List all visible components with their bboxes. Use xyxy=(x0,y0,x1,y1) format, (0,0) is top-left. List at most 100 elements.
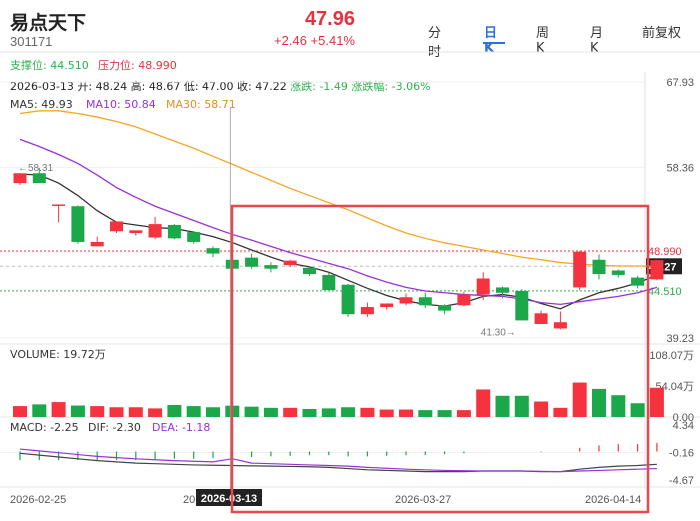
volume-bar xyxy=(244,406,259,417)
candle-body xyxy=(476,278,490,295)
candle-body xyxy=(496,287,509,293)
volume-bar xyxy=(399,409,413,417)
stock-header: 易点天下 301171 47.96 +2.46 +5.41% 分时 日K 周K … xyxy=(0,0,700,60)
candle-body xyxy=(52,204,66,206)
candle-body xyxy=(167,224,181,239)
volume-bar xyxy=(630,403,645,417)
low-price-marker: 41.30→ xyxy=(481,328,516,339)
volume-bar xyxy=(90,406,105,417)
ohlc-low: 低: 47.00 xyxy=(183,80,234,93)
macd-axis-label: 4.34 xyxy=(673,420,694,432)
ma30-legend: MA30: 58.71 xyxy=(166,98,236,111)
active-tab-indicator xyxy=(483,42,505,44)
macd-axis-label: -0.16 xyxy=(669,447,694,459)
crosshair-date-tag: 2026-03-13 xyxy=(201,493,257,505)
x-axis-label: 2026-02-25 xyxy=(10,494,66,506)
volume-bar xyxy=(534,401,549,417)
macd-legend: MACD: -2.25 xyxy=(10,421,79,434)
candle-body xyxy=(32,173,46,184)
volume-bar xyxy=(553,407,568,417)
candle-body xyxy=(553,322,567,329)
volume-bar xyxy=(572,382,587,417)
candle-body xyxy=(515,290,529,321)
candle-body xyxy=(573,251,587,288)
volume-bar xyxy=(649,387,664,417)
volume-bar xyxy=(341,407,356,417)
candle-body xyxy=(187,232,201,242)
dif-legend: DIF: -2.30 xyxy=(88,421,141,434)
candle-body xyxy=(380,303,394,308)
volume-bar xyxy=(379,409,394,417)
candle-body xyxy=(13,173,27,184)
ohlc-high: 高: 48.67 xyxy=(130,80,181,93)
pressure-tag: 48.990 xyxy=(648,246,682,258)
candle-body xyxy=(322,274,336,291)
ma30-line xyxy=(19,110,657,267)
ohlc-date: 2026-03-13 xyxy=(10,80,74,93)
ma10-legend: MA10: 50.84 xyxy=(86,98,156,111)
ohlc-readout: 2026-03-13 开: 48.24 高: 48.67 低: 47.00 收:… xyxy=(10,78,431,94)
volume-bar xyxy=(109,407,124,417)
volume-bar xyxy=(418,410,433,417)
candle-body xyxy=(90,241,104,247)
x-axis-label: 20 xyxy=(183,494,195,506)
candle-body xyxy=(148,224,162,238)
price-change: +2.46 +5.41% xyxy=(274,33,355,48)
support-tag: 44.510 xyxy=(648,286,682,298)
volume-legend: VOLUME: 19.72万 xyxy=(10,348,106,361)
volume-bar xyxy=(13,406,27,417)
stock-name: 易点天下 xyxy=(10,12,87,34)
volume-bar xyxy=(495,395,510,417)
candle-body xyxy=(245,257,259,267)
volume-bar xyxy=(128,407,143,417)
candle-body xyxy=(264,265,278,269)
dif-line xyxy=(19,452,657,473)
ohlc-close: 收: 47.22 xyxy=(237,80,287,93)
price-axis-label: 58.36 xyxy=(666,162,694,174)
candle-body xyxy=(206,248,220,254)
volume-axis-label: 108.07万 xyxy=(649,350,694,362)
tab-daily-k[interactable]: 日K xyxy=(484,26,498,56)
candle-body xyxy=(611,270,625,275)
volume-bar xyxy=(51,402,66,417)
ma5-line xyxy=(19,173,658,310)
volume-bar xyxy=(611,395,626,417)
volume-bar xyxy=(437,410,452,417)
volume-bar xyxy=(263,407,278,417)
candle-body xyxy=(283,260,297,266)
volume-bar xyxy=(321,408,336,417)
tab-monthly-k[interactable]: 月K xyxy=(590,26,604,56)
price-axis-label: 67.93 xyxy=(666,77,694,89)
candle-body xyxy=(360,307,374,315)
candle-body xyxy=(650,260,664,280)
crosshair-date-bg xyxy=(196,489,262,506)
tab-weekly-k[interactable]: 周K xyxy=(536,26,550,56)
selection-highlight-box xyxy=(230,204,650,514)
candle-body xyxy=(631,277,645,286)
price-axis-label: 39.23 xyxy=(666,333,694,345)
support-level-label: 支撑位: 44.510 xyxy=(10,59,89,72)
candle-body xyxy=(399,297,413,304)
volume-axis-label: 0.00 xyxy=(673,412,694,424)
stock-code: 301171 xyxy=(10,34,53,49)
volume-bar xyxy=(476,389,491,417)
volume-bar xyxy=(70,405,85,417)
x-axis-label: 2026-04-14 xyxy=(585,494,641,506)
volume-bar xyxy=(302,408,317,417)
current-price: 47.96 xyxy=(304,8,355,30)
volume-bar xyxy=(206,407,220,417)
candle-body xyxy=(71,206,85,242)
candle-body xyxy=(341,284,355,315)
tab-forward-adjust[interactable]: 前复权 xyxy=(642,26,682,41)
candle-body xyxy=(438,305,452,311)
macd-axis-label: -4.67 xyxy=(669,475,694,487)
volume-bar xyxy=(456,410,471,417)
ma10-line xyxy=(19,138,658,306)
volume-bar xyxy=(32,404,47,417)
dea-legend: DEA: -1.18 xyxy=(152,421,210,434)
ohlc-change-pct: 涨跌幅: -3.06% xyxy=(351,80,431,93)
candle-body xyxy=(592,259,606,275)
dea-line xyxy=(19,448,657,473)
candle-body xyxy=(110,221,123,232)
